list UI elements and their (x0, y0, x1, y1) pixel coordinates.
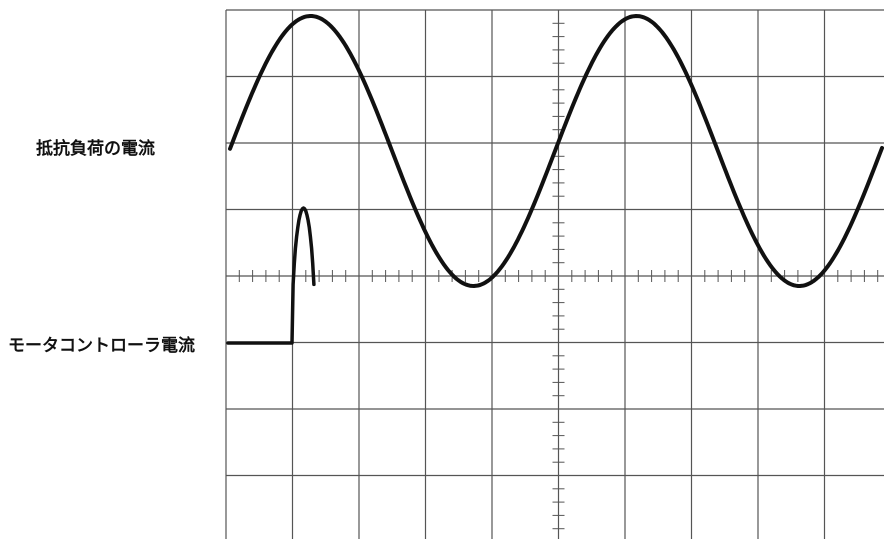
motor-controller-current-trace (226, 206, 316, 345)
motor-controller-current-label: モータコントローラ電流 (8, 336, 195, 356)
resistive-load-current-label: 抵抗負荷の電流 (36, 139, 155, 159)
axis-tick-marks (225, 9, 879, 530)
resistive-load-current-trace (228, 14, 884, 288)
